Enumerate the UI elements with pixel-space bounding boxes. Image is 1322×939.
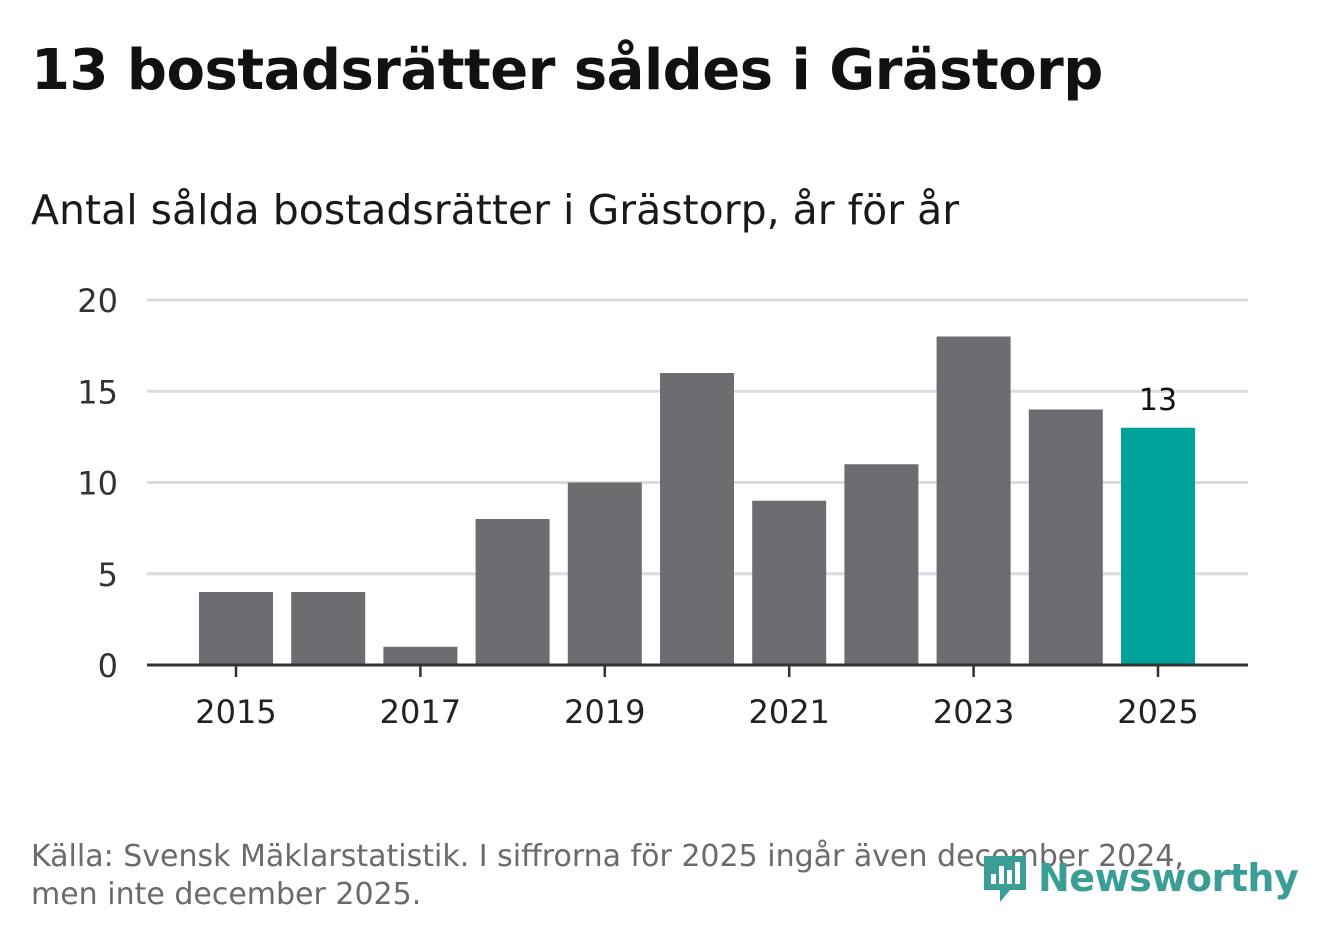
bar-2025 [1121, 427, 1195, 665]
bar-2017 [383, 646, 458, 665]
chart-subtitle: Antal sålda bostadsrätter i Grästorp, år… [31, 186, 960, 234]
newsworthy-logo-icon [984, 856, 1026, 902]
bar-2015 [199, 592, 273, 665]
x-tick-label-2023: 2023 [933, 693, 1014, 731]
bar-2023 [936, 336, 1011, 665]
newsworthy-logo: Newsworthy [980, 850, 1299, 906]
bar-2021 [752, 500, 827, 665]
x-tick-label-2015: 2015 [195, 693, 276, 731]
x-tick-label-2025: 2025 [1117, 693, 1198, 731]
bar-2016 [291, 592, 366, 665]
bar-2024 [1028, 409, 1103, 665]
x-tick-label-2021: 2021 [748, 693, 829, 731]
y-tick-label-20: 20 [77, 282, 118, 320]
y-tick-label-15: 15 [77, 373, 118, 411]
logo-text: Newsworthy [1038, 856, 1299, 900]
bar-2018 [475, 519, 550, 665]
data-label-2025: 13 [1139, 383, 1177, 418]
source-note-line-2: men inte december 2025. [31, 877, 422, 912]
x-tick-label-2017: 2017 [380, 693, 461, 731]
y-tick-label-5: 5 [98, 556, 118, 594]
bar-2019 [567, 482, 642, 665]
x-tick-label-2019: 2019 [564, 693, 645, 731]
bar-2020 [660, 373, 734, 665]
chart-title: 13 bostadsrätter såldes i Grästorp [31, 38, 1103, 103]
bar-2022 [844, 464, 919, 665]
y-tick-label-0: 0 [98, 647, 118, 685]
y-tick-label-10: 10 [77, 465, 118, 503]
